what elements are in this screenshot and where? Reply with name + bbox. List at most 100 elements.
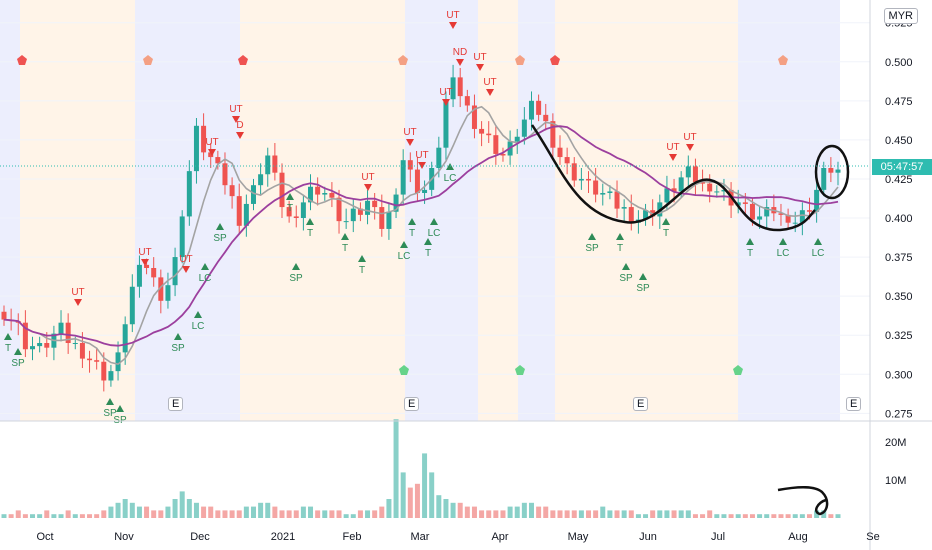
candle-58 bbox=[414, 169, 420, 193]
candle-113 bbox=[806, 210, 812, 212]
candle-116 bbox=[828, 168, 834, 173]
time-axis[interactable]: Oct Nov Dec 2021 Feb Mar Apr May Jun Jul Aug Se bbox=[36, 531, 879, 543]
candle-79 bbox=[564, 157, 570, 164]
volume-bar-52 bbox=[372, 510, 378, 518]
candle-57 bbox=[407, 160, 413, 170]
volume-bar-24 bbox=[172, 499, 178, 518]
volume-bar-87 bbox=[621, 510, 627, 518]
candle-4 bbox=[30, 346, 36, 350]
earnings-marker-3[interactable]: E bbox=[846, 397, 862, 411]
earnings-marker-0[interactable]: E bbox=[168, 397, 184, 411]
volume-bar-98 bbox=[700, 514, 706, 518]
volume-bar-2 bbox=[15, 510, 21, 518]
volume-bar-116 bbox=[828, 514, 834, 518]
volume-bar-5 bbox=[37, 514, 43, 518]
candle-67 bbox=[479, 128, 485, 134]
signal-arrow-15 bbox=[341, 233, 349, 240]
signal-arrow-20 bbox=[201, 263, 209, 270]
volume-bar-1 bbox=[8, 514, 14, 518]
signal-arrow-14 bbox=[306, 218, 314, 225]
candle-54 bbox=[386, 211, 392, 229]
pentagon-marker-9 bbox=[733, 365, 743, 375]
volume-bar-61 bbox=[436, 495, 442, 518]
candle-28 bbox=[201, 125, 207, 153]
signal-label-14: T bbox=[307, 228, 313, 239]
time-tick-0: Oct bbox=[36, 531, 53, 543]
volume-bar-108 bbox=[771, 514, 777, 518]
volume-bar-86 bbox=[614, 510, 620, 518]
volume-bars bbox=[1, 419, 841, 518]
candle-112 bbox=[799, 210, 805, 223]
time-tick-6: Apr bbox=[491, 531, 508, 543]
signal-arrow-27 bbox=[442, 99, 450, 106]
candle-69 bbox=[493, 135, 499, 154]
signal-label-21: LC bbox=[398, 251, 411, 262]
signal-label-34: SP bbox=[636, 283, 650, 294]
earnings-marker-1[interactable]: E bbox=[404, 397, 420, 411]
pentagon-marker-2 bbox=[238, 55, 248, 65]
volume-bar-49 bbox=[350, 514, 356, 518]
currency-badge[interactable]: MYR bbox=[883, 8, 918, 24]
signal-label-30: UT bbox=[473, 52, 486, 63]
candle-42 bbox=[300, 202, 306, 218]
candle-109 bbox=[778, 213, 784, 215]
signal-arrow-6 bbox=[14, 348, 22, 355]
volume-bar-95 bbox=[678, 510, 684, 518]
candle-18 bbox=[129, 286, 135, 325]
candle-37 bbox=[265, 155, 271, 175]
volume-bar-14 bbox=[101, 510, 107, 518]
volume-bar-13 bbox=[94, 514, 100, 518]
price-tick-10: 0.275 bbox=[885, 408, 913, 420]
volume-bar-70 bbox=[500, 510, 506, 518]
signal-label-9: SP bbox=[171, 343, 185, 354]
candle-5 bbox=[37, 343, 43, 347]
volume-bar-67 bbox=[479, 510, 485, 518]
volume-bar-10 bbox=[72, 514, 78, 518]
volume-bar-73 bbox=[521, 502, 527, 518]
price-tick-1: 0.500 bbox=[885, 57, 913, 69]
volume-bar-57 bbox=[407, 487, 413, 518]
session-band-4 bbox=[405, 0, 478, 421]
signal-label-40: LC bbox=[777, 248, 790, 259]
slow-moving-average bbox=[3, 125, 839, 347]
signal-arrow-7 bbox=[106, 398, 114, 405]
signal-label-13: T bbox=[287, 203, 293, 214]
candle-26 bbox=[186, 171, 192, 217]
volume-bar-79 bbox=[564, 510, 570, 518]
candle-65 bbox=[464, 96, 470, 106]
volume-tick-0: 20M bbox=[885, 437, 906, 449]
candle-103 bbox=[735, 202, 741, 206]
candle-11 bbox=[79, 343, 85, 359]
signal-arrow-12 bbox=[4, 333, 12, 340]
signal-label-22: LC bbox=[428, 228, 441, 239]
signal-arrow-13 bbox=[286, 193, 294, 200]
earnings-marker-2[interactable]: E bbox=[633, 397, 649, 411]
volume-bar-110 bbox=[785, 514, 791, 518]
volume-bar-18 bbox=[129, 502, 135, 518]
pentagon-marker-6 bbox=[778, 55, 788, 65]
volume-bar-94 bbox=[671, 510, 677, 518]
candle-63 bbox=[450, 77, 456, 100]
volume-bar-12 bbox=[87, 514, 93, 518]
volume-bar-106 bbox=[757, 514, 763, 518]
volume-axis[interactable]: 20M 10M bbox=[885, 437, 906, 487]
signal-arrow-17 bbox=[408, 218, 416, 225]
candle-84 bbox=[600, 193, 606, 195]
volume-bar-6 bbox=[44, 510, 50, 518]
time-tick-9: Jul bbox=[711, 531, 725, 543]
price-axis[interactable]: 0.5250.5000.4750.4500.4250.4000.3750.350… bbox=[885, 18, 913, 421]
signal-arrow-36 bbox=[662, 218, 670, 225]
signal-arrow-10 bbox=[216, 223, 224, 230]
signal-arrow-40 bbox=[779, 238, 787, 245]
candle-104 bbox=[742, 202, 748, 204]
signal-label-15: T bbox=[342, 243, 348, 254]
candle-14 bbox=[101, 361, 107, 381]
candle-101 bbox=[721, 189, 727, 192]
price-grid bbox=[0, 22, 870, 414]
candle-115 bbox=[821, 168, 827, 190]
time-tick-10: Aug bbox=[788, 531, 808, 543]
candle-29 bbox=[208, 152, 214, 158]
signal-arrow-34 bbox=[639, 273, 647, 280]
volume-bar-55 bbox=[393, 419, 399, 518]
